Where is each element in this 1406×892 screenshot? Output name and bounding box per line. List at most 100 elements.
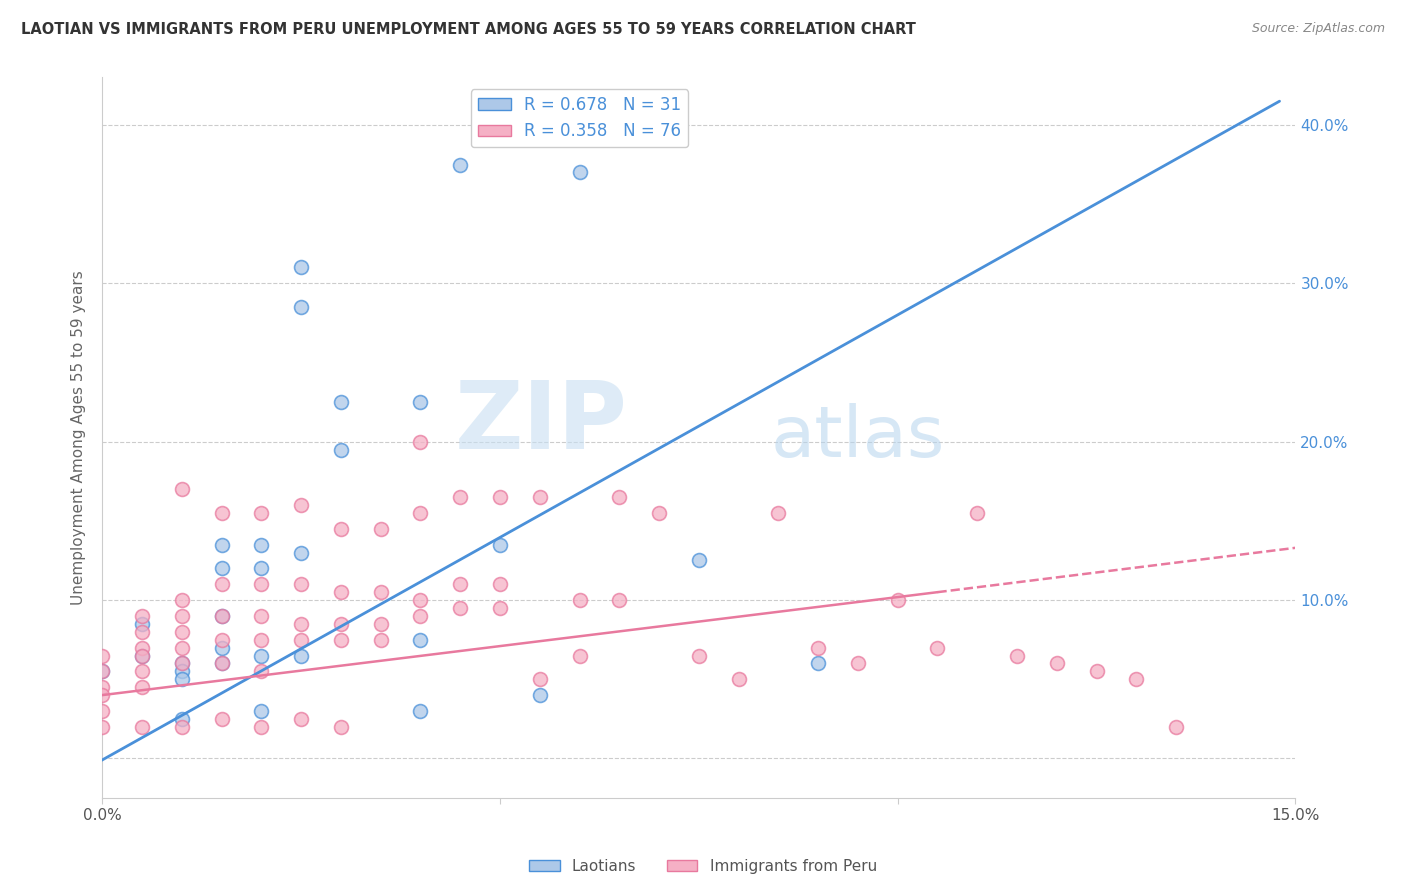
Point: [568, 593, 591, 607]
Point: [1046, 657, 1069, 671]
Point: [91, 704, 114, 718]
Point: [211, 657, 233, 671]
Text: Source: ZipAtlas.com: Source: ZipAtlas.com: [1251, 22, 1385, 36]
Point: [529, 490, 551, 504]
Point: [250, 506, 273, 520]
Point: [211, 609, 233, 624]
Point: [170, 712, 193, 726]
Point: [409, 704, 432, 718]
Point: [290, 648, 312, 663]
Point: [170, 593, 193, 607]
Point: [449, 577, 471, 591]
Point: [648, 506, 671, 520]
Point: [449, 490, 471, 504]
Legend: Laotians, Immigrants from Peru: Laotians, Immigrants from Peru: [523, 853, 883, 880]
Point: [807, 640, 830, 655]
Point: [211, 712, 233, 726]
Point: [607, 593, 630, 607]
Point: [91, 648, 114, 663]
Point: [91, 688, 114, 702]
Point: [211, 561, 233, 575]
Point: [250, 665, 273, 679]
Point: [290, 616, 312, 631]
Point: [529, 688, 551, 702]
Point: [768, 506, 790, 520]
Point: [91, 665, 114, 679]
Point: [250, 704, 273, 718]
Point: [688, 553, 710, 567]
Point: [250, 538, 273, 552]
Point: [170, 720, 193, 734]
Point: [290, 632, 312, 647]
Point: [329, 585, 352, 599]
Point: [131, 720, 153, 734]
Point: [211, 632, 233, 647]
Point: [449, 601, 471, 615]
Point: [250, 648, 273, 663]
Point: [529, 673, 551, 687]
Point: [568, 648, 591, 663]
Point: [290, 300, 312, 314]
Text: ZIP: ZIP: [454, 377, 627, 469]
Point: [846, 657, 869, 671]
Point: [409, 506, 432, 520]
Point: [211, 609, 233, 624]
Point: [329, 632, 352, 647]
Point: [131, 624, 153, 639]
Point: [370, 632, 392, 647]
Point: [329, 522, 352, 536]
Point: [409, 593, 432, 607]
Point: [211, 577, 233, 591]
Y-axis label: Unemployment Among Ages 55 to 59 years: Unemployment Among Ages 55 to 59 years: [72, 270, 86, 605]
Point: [211, 506, 233, 520]
Point: [170, 609, 193, 624]
Point: [449, 157, 471, 171]
Point: [131, 648, 153, 663]
Point: [170, 657, 193, 671]
Point: [170, 665, 193, 679]
Point: [91, 720, 114, 734]
Point: [131, 640, 153, 655]
Point: [489, 601, 512, 615]
Point: [250, 609, 273, 624]
Point: [329, 720, 352, 734]
Point: [927, 640, 949, 655]
Point: [370, 522, 392, 536]
Point: [211, 640, 233, 655]
Point: [409, 395, 432, 409]
Point: [91, 680, 114, 694]
Point: [727, 673, 749, 687]
Point: [1166, 720, 1188, 734]
Point: [409, 632, 432, 647]
Point: [329, 395, 352, 409]
Point: [170, 624, 193, 639]
Point: [290, 577, 312, 591]
Point: [131, 648, 153, 663]
Point: [170, 657, 193, 671]
Point: [966, 506, 988, 520]
Point: [290, 545, 312, 559]
Point: [329, 616, 352, 631]
Point: [489, 577, 512, 591]
Point: [131, 680, 153, 694]
Point: [568, 165, 591, 179]
Point: [409, 609, 432, 624]
Point: [250, 561, 273, 575]
Point: [170, 673, 193, 687]
Point: [1125, 673, 1147, 687]
Point: [131, 616, 153, 631]
Point: [688, 648, 710, 663]
Point: [489, 490, 512, 504]
Point: [170, 640, 193, 655]
Point: [131, 609, 153, 624]
Point: [489, 538, 512, 552]
Point: [290, 260, 312, 275]
Point: [250, 577, 273, 591]
Point: [290, 498, 312, 512]
Text: LAOTIAN VS IMMIGRANTS FROM PERU UNEMPLOYMENT AMONG AGES 55 TO 59 YEARS CORRELATI: LAOTIAN VS IMMIGRANTS FROM PERU UNEMPLOY…: [21, 22, 915, 37]
Text: atlas: atlas: [770, 403, 945, 472]
Point: [250, 720, 273, 734]
Point: [1085, 665, 1108, 679]
Point: [607, 490, 630, 504]
Point: [807, 657, 830, 671]
